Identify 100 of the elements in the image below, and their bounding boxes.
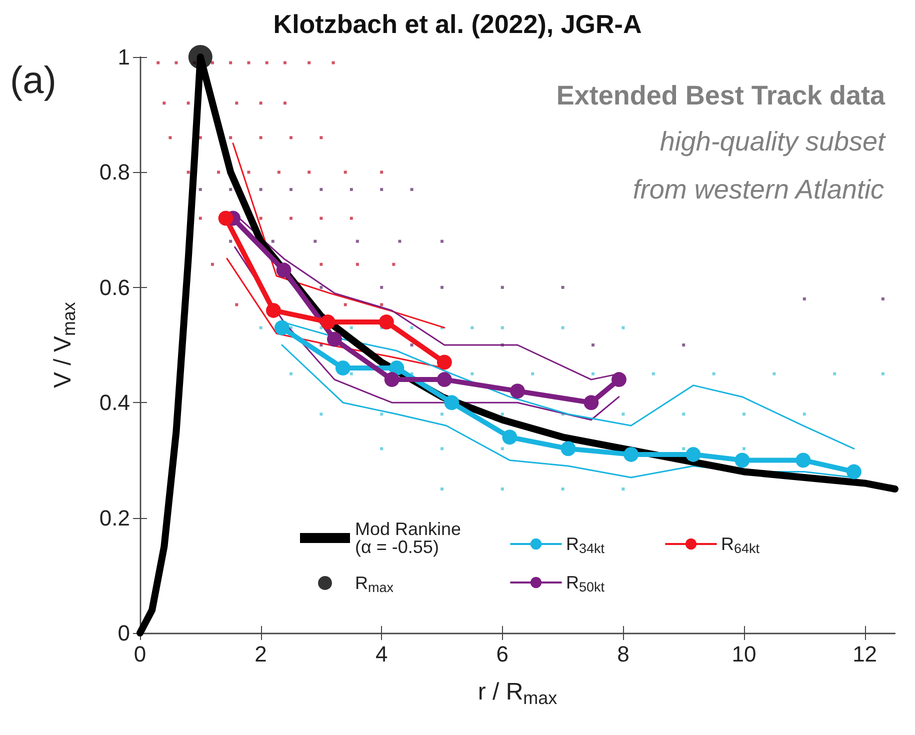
y-axis-title: V / Vmax <box>50 302 79 388</box>
point <box>174 61 178 64</box>
point <box>259 188 262 191</box>
point <box>410 188 414 191</box>
point <box>356 262 359 266</box>
annotation: high-quality subset <box>660 126 886 156</box>
point <box>500 286 504 289</box>
point <box>229 61 232 64</box>
point <box>344 170 347 174</box>
point <box>259 102 262 105</box>
point <box>682 447 686 450</box>
point <box>186 170 190 174</box>
point <box>380 170 384 174</box>
point <box>265 61 268 64</box>
point <box>229 240 232 243</box>
chart-title: Klotzbach et al. (2022), JGR-A <box>273 9 642 39</box>
point <box>881 372 884 376</box>
point <box>218 210 234 226</box>
point <box>320 286 323 289</box>
point <box>283 102 286 105</box>
point <box>235 102 238 105</box>
point <box>290 136 292 140</box>
point <box>380 286 384 289</box>
point <box>378 314 394 330</box>
x-tick-label: 2 <box>254 642 267 666</box>
point <box>259 136 262 140</box>
point <box>320 314 336 330</box>
point <box>444 395 460 410</box>
y-tick-label: 1 <box>118 44 130 70</box>
point <box>290 188 292 191</box>
point <box>290 216 292 220</box>
point <box>274 320 290 336</box>
point <box>398 240 402 243</box>
point <box>314 240 317 243</box>
legend-label: Mod Rankine (α = -0.55) <box>355 519 462 557</box>
point <box>742 447 746 450</box>
point <box>560 441 576 456</box>
point <box>802 297 806 300</box>
annotation: from western Atlantic <box>632 174 884 204</box>
point <box>796 452 811 468</box>
point <box>440 240 444 243</box>
point <box>247 61 250 64</box>
point <box>561 488 564 490</box>
point <box>772 372 776 376</box>
point <box>229 136 232 140</box>
point <box>622 488 625 490</box>
point <box>277 170 280 174</box>
point <box>531 372 534 376</box>
point <box>440 447 444 450</box>
point <box>217 170 220 174</box>
point <box>350 216 353 220</box>
annotation: Extended Best Track data <box>556 80 886 110</box>
point <box>332 61 335 64</box>
point <box>188 45 212 69</box>
point <box>320 216 323 220</box>
point <box>283 61 286 64</box>
point <box>198 216 202 220</box>
point <box>276 262 292 278</box>
point <box>440 488 444 490</box>
point <box>320 412 323 416</box>
y-tick-label: 0.2 <box>99 505 130 530</box>
point <box>350 326 353 330</box>
point <box>410 326 414 330</box>
point <box>624 446 639 462</box>
point <box>561 326 564 330</box>
point <box>500 488 504 490</box>
point <box>622 412 625 416</box>
point <box>320 136 323 140</box>
point <box>344 303 347 306</box>
point <box>384 372 400 388</box>
point <box>350 372 353 376</box>
point <box>266 302 281 318</box>
point <box>290 372 292 376</box>
point <box>584 395 599 410</box>
point <box>712 372 716 376</box>
x-tick-label: 10 <box>732 642 756 666</box>
point <box>440 286 444 289</box>
point <box>392 262 396 266</box>
point <box>156 61 160 64</box>
point <box>271 240 274 243</box>
point <box>470 326 474 330</box>
y-tick-label: 0.4 <box>99 390 130 416</box>
point <box>356 240 359 243</box>
point <box>235 303 238 306</box>
point <box>320 188 323 191</box>
point <box>592 344 594 346</box>
point <box>611 372 626 388</box>
point <box>259 216 262 220</box>
point <box>210 262 214 266</box>
point <box>500 447 504 450</box>
point <box>162 102 166 105</box>
point <box>846 464 862 480</box>
x-tick-label: 12 <box>852 642 878 666</box>
point <box>622 326 625 330</box>
point <box>470 372 474 376</box>
point <box>592 372 594 376</box>
point <box>335 360 350 376</box>
point <box>500 412 504 416</box>
line-series <box>232 142 446 328</box>
text: (a) <box>10 60 56 102</box>
